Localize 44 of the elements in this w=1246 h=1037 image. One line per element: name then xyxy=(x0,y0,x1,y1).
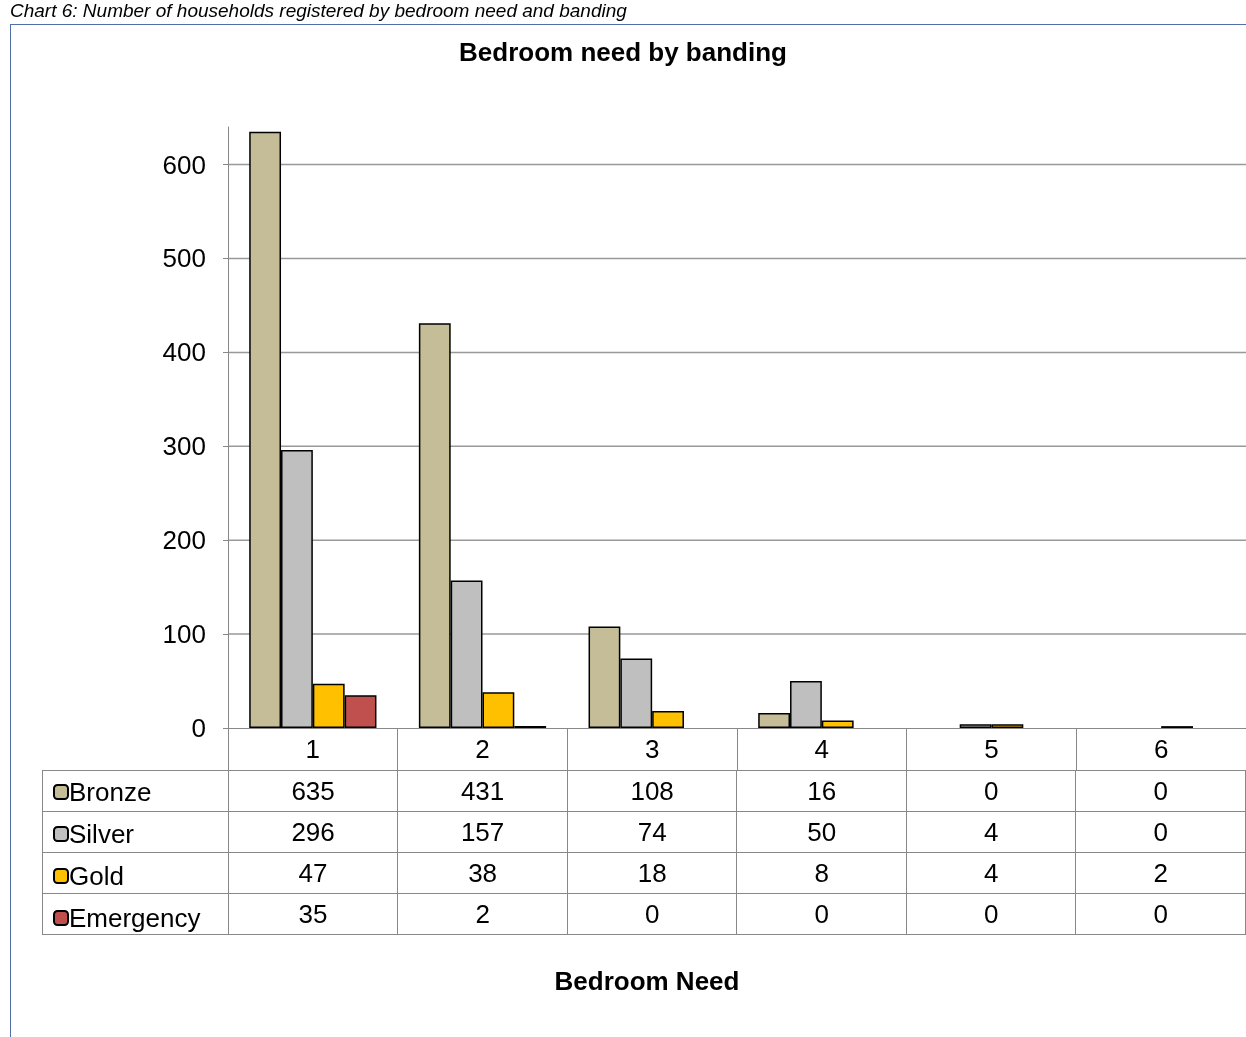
caption: Chart 6: Number of households registered by bedroom need and banding xyxy=(10,0,627,22)
legend-label: Gold xyxy=(69,861,124,891)
data-label: 431 xyxy=(397,770,568,812)
legend-label: Emergency xyxy=(69,903,201,933)
data-label: 18 xyxy=(567,852,737,894)
y-tick-label: 400 xyxy=(162,337,206,368)
data-label: 47 xyxy=(228,852,398,894)
data-label: 16 xyxy=(736,770,907,812)
data-label: 2 xyxy=(1075,852,1246,894)
data-label: 0 xyxy=(906,770,1076,812)
x-tick-label: 5 xyxy=(984,734,999,764)
x-tick-label: 1 xyxy=(305,734,321,764)
x-tick-label: 2 xyxy=(475,734,490,764)
x-tick-label: 3 xyxy=(644,734,660,764)
legend-label: Bronze xyxy=(69,777,152,807)
data-label: 0 xyxy=(906,893,1076,935)
data-label: 8 xyxy=(736,852,907,894)
data-label: 74 xyxy=(567,811,737,853)
data-label: 4 xyxy=(906,811,1076,853)
data-label: 50 xyxy=(736,811,907,853)
data-label: 2 xyxy=(397,893,568,935)
x-tick-label: 6 xyxy=(1153,734,1169,764)
data-label: 0 xyxy=(736,893,907,935)
x-tick-label: 4 xyxy=(814,734,830,764)
data-label: 157 xyxy=(397,811,568,853)
legend-label: Silver xyxy=(69,819,135,849)
data-label: 0 xyxy=(1075,770,1246,812)
y-tick-label: 200 xyxy=(162,525,206,556)
data-label: 4 xyxy=(906,852,1076,894)
y-tick-label: 100 xyxy=(162,619,206,650)
y-tick-label: 300 xyxy=(162,431,206,462)
data-label: 635 xyxy=(228,770,398,812)
data-label: 0 xyxy=(1075,893,1246,935)
y-tick-label: 500 xyxy=(162,243,206,274)
data-label: 296 xyxy=(228,811,398,853)
text: Bedroom Need xyxy=(553,966,741,997)
data-label: 38 xyxy=(397,852,568,894)
y-tick-label: 0 xyxy=(191,713,206,743)
data-label: 0 xyxy=(1075,811,1246,853)
data-label: 108 xyxy=(567,770,737,812)
data-label: 0 xyxy=(567,893,737,935)
data-label: 35 xyxy=(228,893,398,935)
y-tick-label: 600 xyxy=(162,149,206,180)
chart-title: Bedroom need by banding xyxy=(459,37,787,67)
